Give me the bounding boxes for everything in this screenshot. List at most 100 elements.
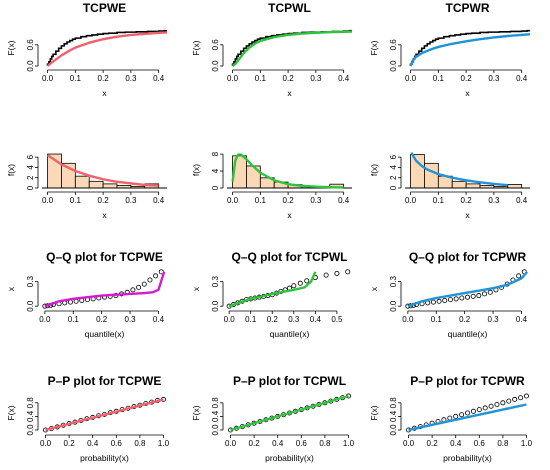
data-point [453,413,459,419]
panel-title: TCPWE [83,1,126,15]
panel-title: P–P plot for TCPWE [48,374,162,388]
x-tick-label: 0.4 [272,439,284,448]
x-tick-label: 0.2 [249,439,261,448]
x-tick-label: 0.4 [153,74,165,83]
x-tick-label: 0.1 [255,74,267,83]
x-tick-label: 0.3 [488,315,500,324]
x-tick-label: 0.0 [227,74,239,83]
fitted-curve [231,30,353,67]
data-point [506,398,512,404]
data-point [488,403,494,409]
y-tick-label: 0.0 [389,424,398,436]
data-point [297,280,303,286]
y-tick-label: 2 [26,175,35,180]
x-tick-label: 0.1 [70,196,82,205]
fitted-curve [231,153,344,189]
panel-cdf-2: TCPWR 0.0 0.1 0.2 0.3 0.4 0.0 0.6 x F(x) [369,1,531,98]
y-tick-label: 0 [389,185,398,190]
fitted-curve [44,271,166,308]
y-axis-label: x [369,286,379,291]
panel-title: Q–Q plot for TCPWL [232,250,348,264]
x-tick-label: 0.4 [338,74,350,83]
panel-hist-0: 0.0 0.1 0.2 0.3 0.4 0 2 4 6 x f(x) [6,153,167,220]
x-tick-label: 0.3 [125,315,137,324]
data-point [291,283,297,289]
x-tick-label: 0.2 [96,315,108,324]
y-tick-label: 0.0 [211,300,220,312]
y-tick-label: 0.4 [211,410,220,422]
x-tick-label: 0.2 [461,196,473,205]
panel-cdf-1: TCPWL 0.0 0.1 0.2 0.3 0.4 0.0 0.6 x F(x) [191,1,353,98]
x-tick-label: 0.0 [402,315,414,324]
data-point [464,294,470,300]
x-tick-label: 0.6 [111,439,123,448]
y-tick-label: 8 [211,151,220,156]
data-point [453,296,459,302]
x-tick-label: 0.1 [68,315,80,324]
data-point [482,291,488,297]
panel-title: Q–Q plot for TCPWE [46,250,163,264]
x-tick-label: 0.0 [403,439,415,448]
y-tick-label: 0.0 [26,424,35,436]
data-point [436,298,442,304]
y-tick-label: 0 [211,185,220,190]
panel-title: P–P plot for TCPWL [233,374,346,388]
x-tick-label: 0.0 [405,196,417,205]
y-tick-label: 0.0 [211,424,220,436]
data-point [516,273,522,279]
x-tick-label: 0.1 [433,196,445,205]
data-point [500,400,506,406]
x-tick-label: 0.6 [474,439,486,448]
x-tick-label: 0.3 [125,196,137,205]
x-axis-label: x [287,88,292,98]
data-point [464,410,470,416]
y-axis-label: F(x) [6,40,16,55]
y-tick-label: 0.4 [26,410,35,422]
y-axis-label: f(x) [191,164,201,176]
panel-title: TCPWL [268,1,311,15]
x-tick-label: 0.3 [310,196,322,205]
fitted-curve [410,151,508,187]
y-axis-label: x [6,286,16,291]
x-tick-label: 0.0 [227,196,239,205]
x-tick-label: 0.0 [42,74,54,83]
x-tick-label: 0.5 [331,315,343,324]
data-point [494,402,500,408]
y-tick-label: 0.0 [26,60,35,72]
x-tick-label: 0.2 [98,74,110,83]
data-point [304,278,310,284]
y-tick-label: 6 [26,154,35,159]
panel-hist-1: 0.0 0.1 0.2 0.3 0.4 0 4 8 x f(x) [191,151,352,220]
y-tick-label: 0.3 [26,276,35,288]
data-point [482,405,488,411]
x-axis-label: probability(x) [265,453,314,463]
x-axis-label: quantile(x) [448,329,488,339]
x-tick-label: 0.2 [64,439,76,448]
y-tick-label: 0.6 [26,39,35,51]
fitted-curve [407,271,529,308]
x-axis-label: x [465,210,470,220]
panel-title: P–P plot for TCPWR [410,374,525,388]
panel-pp-0: P–P plot for TCPWE 0.0 0.2 0.4 0.6 0.8 1.0 0.0 0… [6,374,170,463]
x-tick-label: 0.2 [283,196,295,205]
x-tick-label: 0.0 [405,74,417,83]
data-point [323,272,329,278]
x-tick-label: 0.1 [433,74,445,83]
histogram-bar [451,180,467,189]
x-tick-label: 0.2 [459,315,471,324]
x-axis-label: quantile(x) [85,329,125,339]
x-axis-label: x [102,88,107,98]
fitted-curve [409,33,531,67]
x-axis-label: quantile(x) [270,329,310,339]
panel-title: Q–Q plot for TCPWR [409,250,527,264]
x-tick-label: 0.0 [39,315,51,324]
data-point [459,295,465,301]
x-tick-label: 0.4 [516,74,528,83]
data-point [334,270,340,276]
x-tick-label: 0.0 [40,439,52,448]
y-axis-label: f(x) [369,164,379,176]
y-tick-label: 4 [26,165,35,170]
histogram-bar [74,175,90,189]
data-point [136,284,142,290]
y-axis-label: F(x) [191,40,201,55]
